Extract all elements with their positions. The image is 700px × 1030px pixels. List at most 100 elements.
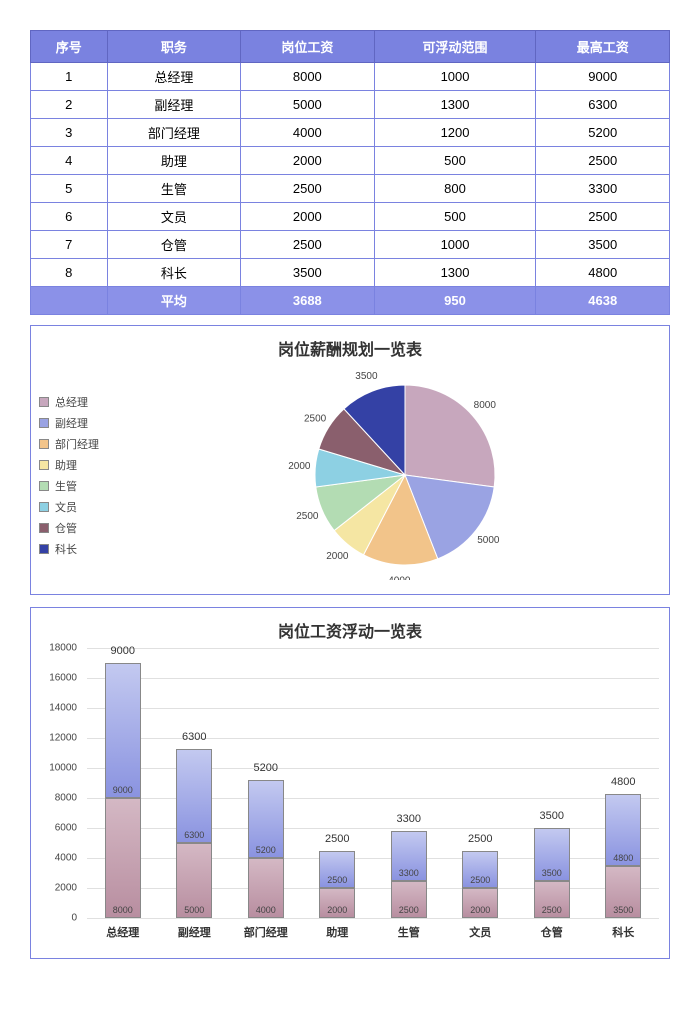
legend-item: 生管 xyxy=(39,478,129,494)
table-row: 3部门经理400012005200 xyxy=(31,119,670,147)
bar-segment: 5000 xyxy=(176,843,212,918)
bar-segment: 2000 xyxy=(319,888,355,918)
y-axis: 0200040006000800010000120001400016000180… xyxy=(31,648,81,918)
pie-chart: 80005000400020002500200025003500 xyxy=(265,370,525,580)
bar-segment: 2500 xyxy=(534,881,570,919)
table-row: 6文员20005002500 xyxy=(31,203,670,231)
salary-table: 序号职务岗位工资可浮动范围最高工资 1总经理8000100090002副经理50… xyxy=(30,30,670,315)
table-row: 2副经理500013006300 xyxy=(31,91,670,119)
bar-segment: 3500 xyxy=(534,828,570,881)
bar-top-label: 6300 xyxy=(182,731,206,743)
bar-column: 350048004800 xyxy=(593,794,653,919)
pie-value-label: 4000 xyxy=(388,575,411,580)
y-tick: 16000 xyxy=(49,673,77,684)
y-tick: 0 xyxy=(71,913,77,924)
legend-swatch xyxy=(39,439,49,449)
bar-segment: 2500 xyxy=(391,881,427,919)
bar-column: 800090009000 xyxy=(93,663,153,918)
table-row: 5生管25008003300 xyxy=(31,175,670,203)
legend-swatch xyxy=(39,460,49,470)
x-label: 科长 xyxy=(593,918,653,958)
col-header: 可浮动范围 xyxy=(374,31,536,63)
y-tick: 8000 xyxy=(55,793,77,804)
x-label: 文员 xyxy=(450,918,510,958)
bar-segment: 4800 xyxy=(605,794,641,866)
bar-value-label: 2500 xyxy=(542,905,562,915)
bar-segment: 2500 xyxy=(319,851,355,889)
bar-value-label: 2500 xyxy=(470,875,490,885)
bar-value-label: 5200 xyxy=(256,845,276,855)
legend-swatch xyxy=(39,523,49,533)
bar-top-label: 5200 xyxy=(254,762,278,774)
pie-value-label: 8000 xyxy=(474,400,497,411)
x-label: 生管 xyxy=(379,918,439,958)
col-header: 职务 xyxy=(107,31,240,63)
legend-item: 副经理 xyxy=(39,415,129,431)
x-axis-labels: 总经理副经理部门经理助理生管文员仓管科长 xyxy=(87,918,659,958)
x-label: 仓管 xyxy=(522,918,582,958)
bar-value-label: 3500 xyxy=(613,905,633,915)
pie-value-label: 2500 xyxy=(304,413,327,424)
bar-value-label: 4800 xyxy=(613,853,633,863)
legend-item: 仓管 xyxy=(39,520,129,536)
bar-top-label: 3500 xyxy=(540,810,564,822)
pie-value-label: 2000 xyxy=(326,551,349,562)
bar-top-label: 2500 xyxy=(325,833,349,845)
legend-item: 部门经理 xyxy=(39,436,129,452)
legend-item: 助理 xyxy=(39,457,129,473)
bar-value-label: 2500 xyxy=(399,905,419,915)
bar-segment: 2500 xyxy=(462,851,498,889)
y-tick: 4000 xyxy=(55,853,77,864)
bar-column: 250033003300 xyxy=(379,831,439,918)
legend-swatch xyxy=(39,418,49,428)
y-tick: 6000 xyxy=(55,823,77,834)
bar-segment: 3300 xyxy=(391,831,427,881)
bar-value-label: 3500 xyxy=(542,868,562,878)
bar-column: 200025002500 xyxy=(307,851,367,919)
bars: 8000900090005000630063004000520052002000… xyxy=(87,648,659,918)
pie-value-label: 5000 xyxy=(477,535,500,546)
bar-segment: 5200 xyxy=(248,780,284,858)
x-label: 部门经理 xyxy=(236,918,296,958)
table-row: 7仓管250010003500 xyxy=(31,231,670,259)
bar-segment: 9000 xyxy=(105,663,141,798)
bar-value-label: 9000 xyxy=(113,785,133,795)
x-label: 副经理 xyxy=(164,918,224,958)
x-label: 助理 xyxy=(307,918,367,958)
bar-segment: 4000 xyxy=(248,858,284,918)
bar-segment: 3500 xyxy=(605,866,641,919)
col-header: 序号 xyxy=(31,31,108,63)
col-header: 最高工资 xyxy=(536,31,670,63)
bar-value-label: 2000 xyxy=(327,905,347,915)
legend-swatch xyxy=(39,397,49,407)
bar-segment: 6300 xyxy=(176,749,212,844)
y-tick: 18000 xyxy=(49,643,77,654)
bar-chart-title: 岗位工资浮动一览表 xyxy=(31,608,669,648)
bar-column: 250035003500 xyxy=(522,828,582,918)
pie-legend: 总经理副经理部门经理助理生管文员仓管科长 xyxy=(39,389,129,562)
pie-chart-panel: 岗位薪酬规划一览表 总经理副经理部门经理助理生管文员仓管科长 800050004… xyxy=(30,325,670,595)
legend-swatch xyxy=(39,502,49,512)
col-header: 岗位工资 xyxy=(241,31,374,63)
y-tick: 12000 xyxy=(49,733,77,744)
legend-item: 文员 xyxy=(39,499,129,515)
table-row: 1总经理800010009000 xyxy=(31,63,670,91)
pie-value-label: 2500 xyxy=(296,511,319,522)
avg-row: 平均36889504638 xyxy=(31,287,670,315)
bar-value-label: 4000 xyxy=(256,905,276,915)
pie-value-label: 3500 xyxy=(355,371,378,382)
x-label: 总经理 xyxy=(93,918,153,958)
legend-swatch xyxy=(39,481,49,491)
bar-top-label: 4800 xyxy=(611,776,635,788)
pie-chart-title: 岗位薪酬规划一览表 xyxy=(31,326,669,366)
table-row: 4助理20005002500 xyxy=(31,147,670,175)
bar-chart-panel: 岗位工资浮动一览表 0 2000 4000 6000 8000 10000 12000 140… xyxy=(30,607,670,959)
legend-swatch xyxy=(39,544,49,554)
y-tick: 10000 xyxy=(49,763,77,774)
y-tick: 14000 xyxy=(49,703,77,714)
y-tick: 2000 xyxy=(55,883,77,894)
bar-column: 200025002500 xyxy=(450,851,510,919)
legend-item: 总经理 xyxy=(39,394,129,410)
bar-value-label: 6300 xyxy=(184,830,204,840)
bar-value-label: 8000 xyxy=(113,905,133,915)
